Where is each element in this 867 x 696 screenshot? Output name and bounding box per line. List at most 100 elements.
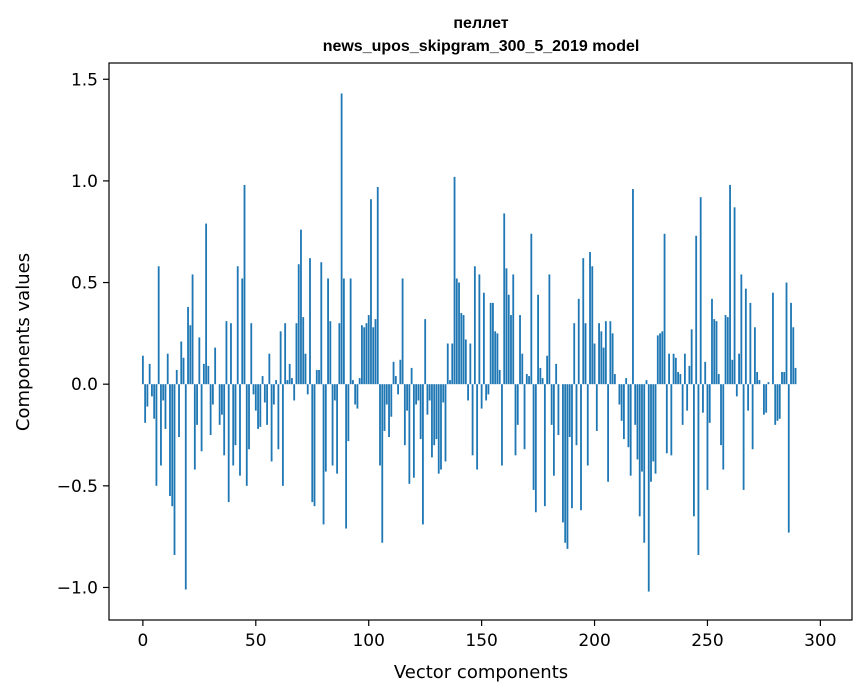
bar — [781, 371, 783, 385]
bar — [164, 384, 167, 429]
bar — [440, 384, 442, 470]
bar — [254, 384, 257, 411]
bar — [717, 374, 720, 385]
bar — [248, 384, 250, 450]
bar — [309, 258, 311, 385]
bar — [200, 384, 203, 452]
x-tick-label: 0 — [137, 631, 148, 651]
bar — [162, 384, 165, 401]
bar — [562, 384, 564, 523]
bar — [552, 384, 555, 476]
bar — [600, 331, 603, 385]
bar — [146, 384, 149, 407]
bar — [180, 341, 183, 385]
bar — [442, 384, 445, 403]
bar — [329, 321, 332, 385]
bar — [394, 376, 397, 385]
bar — [239, 384, 241, 476]
bar — [663, 233, 666, 385]
bar — [379, 384, 381, 466]
bar — [155, 384, 158, 486]
bar — [338, 323, 341, 385]
bar — [331, 384, 334, 466]
bar — [602, 347, 605, 385]
bar — [613, 374, 616, 385]
x-tick-label: 150 — [465, 631, 497, 651]
bar — [336, 384, 338, 474]
bar — [401, 278, 404, 385]
bar — [532, 384, 535, 490]
bar — [530, 233, 533, 385]
bar — [324, 384, 327, 472]
bar — [417, 384, 420, 401]
bar — [293, 384, 296, 401]
bar — [266, 384, 268, 425]
bar — [275, 380, 278, 385]
bar — [221, 384, 223, 415]
bar — [550, 384, 553, 425]
bar — [654, 384, 657, 474]
bar — [482, 292, 485, 385]
bar — [372, 327, 375, 385]
bar — [575, 384, 578, 446]
bar — [478, 274, 481, 385]
bar — [627, 384, 630, 448]
bar — [584, 323, 587, 385]
bar — [726, 317, 729, 385]
bar — [223, 384, 226, 456]
bar — [679, 374, 682, 385]
bar — [778, 384, 781, 419]
bar — [300, 229, 302, 385]
x-tick-label: 200 — [578, 631, 610, 651]
bar — [302, 317, 305, 385]
bar — [218, 384, 221, 425]
bar — [157, 266, 160, 385]
bar — [580, 384, 582, 511]
bar — [577, 298, 580, 385]
bar — [356, 384, 359, 409]
bar — [245, 384, 248, 486]
bar — [333, 384, 336, 401]
bar — [268, 353, 271, 385]
bar — [514, 384, 517, 456]
bar — [765, 384, 768, 413]
bar — [207, 365, 210, 385]
bar — [758, 380, 761, 385]
bar — [623, 384, 625, 440]
bar — [444, 384, 447, 462]
bar — [467, 384, 469, 401]
bar — [257, 384, 259, 429]
bar — [735, 384, 738, 397]
bar — [399, 359, 402, 385]
bar — [672, 353, 675, 385]
bar — [178, 384, 180, 438]
bar — [738, 353, 740, 385]
bar — [582, 258, 585, 385]
axis-ticks: 0 50 100 150 200 250 300 −1.0 −0.5 0.0 0.5 1.0 1.5 — [57, 70, 837, 651]
bar — [182, 357, 185, 385]
bars-group — [141, 93, 797, 592]
bar — [652, 384, 655, 462]
bar — [270, 384, 273, 462]
bar — [193, 384, 196, 470]
bar — [668, 353, 670, 385]
bar — [722, 384, 725, 470]
bar — [424, 319, 427, 385]
bar — [539, 367, 542, 385]
chart-title: пеллет — [453, 15, 508, 32]
bar — [214, 347, 217, 385]
bar — [699, 197, 702, 385]
bar — [683, 353, 686, 385]
bar — [169, 384, 171, 496]
bar — [171, 384, 174, 507]
bar — [363, 327, 366, 385]
bar — [166, 353, 169, 385]
bar — [347, 384, 350, 442]
bar — [349, 278, 352, 385]
bar — [315, 369, 318, 385]
bar — [586, 384, 589, 466]
bar — [306, 384, 309, 395]
bar — [471, 384, 474, 456]
bar — [464, 339, 467, 385]
bar — [503, 213, 506, 385]
